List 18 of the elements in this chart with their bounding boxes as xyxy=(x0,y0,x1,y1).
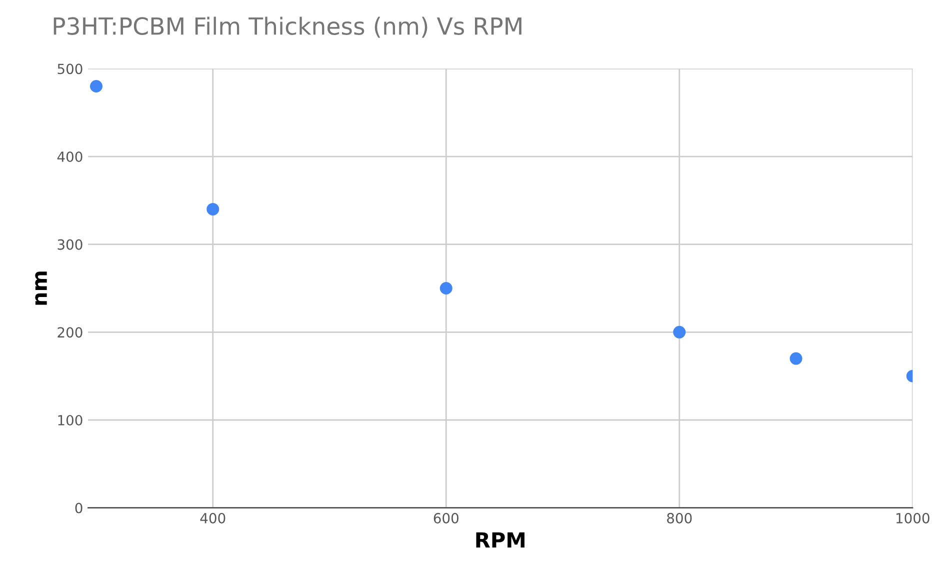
point xyxy=(673,326,686,338)
y-tick-label: 400 xyxy=(57,151,82,162)
x-tick-label: 1000 xyxy=(896,512,930,524)
point xyxy=(206,202,220,216)
x-axis-title: RPM xyxy=(476,532,524,548)
point xyxy=(90,80,102,92)
y-tick-label: 500 xyxy=(58,64,82,74)
x-tick-label: 400 xyxy=(200,512,226,524)
y-tick-label: 200 xyxy=(58,327,82,338)
y-tick-label: 0 xyxy=(75,502,82,514)
x-tick-label: 600 xyxy=(434,512,458,524)
y-axis-title: nm xyxy=(35,272,47,305)
point xyxy=(440,282,452,295)
x-tick-label: 800 xyxy=(667,512,692,524)
y-tick-label: 100 xyxy=(58,414,82,426)
y-tick-label: 300 xyxy=(58,239,82,250)
chart-title: P3HT:PCBM Film Thickness (nm) Vs RPM xyxy=(54,16,522,38)
point xyxy=(790,352,802,365)
